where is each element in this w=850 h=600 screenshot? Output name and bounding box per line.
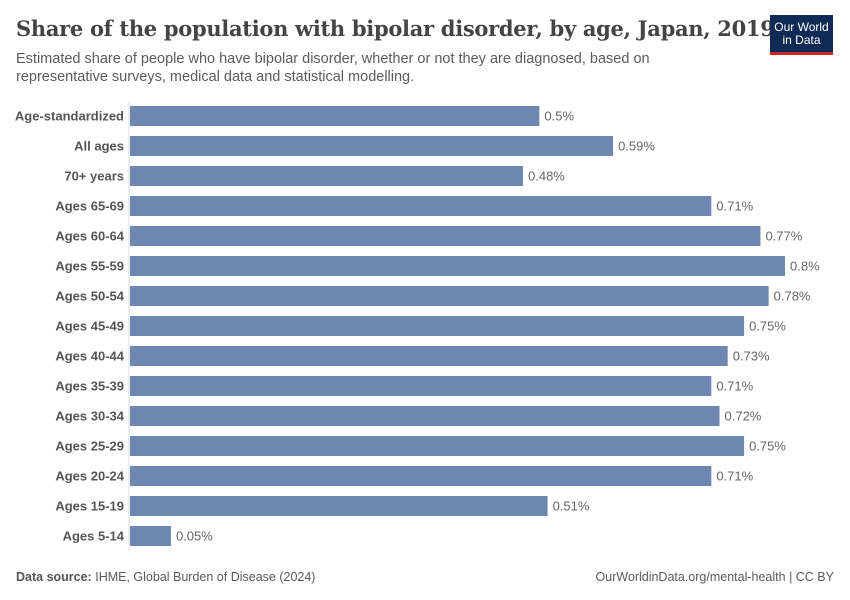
value-label: 0.59% — [618, 139, 655, 154]
category-label: Ages 65-69 — [55, 199, 124, 214]
value-label: 0.48% — [528, 169, 565, 184]
value-label: 0.5% — [544, 109, 574, 124]
value-label: 0.51% — [553, 499, 590, 514]
category-label: Ages 50-54 — [55, 289, 124, 304]
bar[interactable] — [130, 166, 523, 186]
category-label: Ages 30-34 — [55, 409, 124, 424]
bar[interactable] — [130, 136, 614, 156]
data-source: Data source: IHME, Global Burden of Dise… — [16, 570, 315, 584]
category-label: Age-standardized — [15, 109, 124, 124]
category-label: Ages 60-64 — [55, 229, 124, 244]
category-label: Ages 45-49 — [55, 319, 124, 334]
value-label: 0.71% — [716, 379, 753, 394]
category-label: 70+ years — [64, 169, 124, 184]
category-label: Ages 5-14 — [63, 529, 125, 544]
bar[interactable] — [130, 106, 540, 126]
value-label: 0.71% — [716, 469, 753, 484]
bar[interactable] — [130, 226, 761, 246]
value-label: 0.71% — [716, 199, 753, 214]
bar[interactable] — [130, 316, 745, 336]
footer-url[interactable]: OurWorldinData.org/mental-health | CC BY — [595, 570, 834, 584]
category-label: Ages 15-19 — [55, 499, 124, 514]
value-label: 0.8% — [790, 259, 820, 274]
category-label: All ages — [74, 139, 124, 154]
bar[interactable] — [130, 286, 769, 306]
logo-line-1: Our World — [774, 19, 829, 34]
bar[interactable] — [130, 406, 720, 426]
value-label: 0.75% — [749, 439, 786, 454]
chart-title: Share of the population with bipolar dis… — [16, 16, 775, 41]
value-label: 0.78% — [774, 289, 811, 304]
bar[interactable] — [130, 466, 712, 486]
value-label: 0.72% — [725, 409, 762, 424]
category-label: Ages 35-39 — [55, 379, 124, 394]
value-label: 0.73% — [733, 349, 770, 364]
bar[interactable] — [130, 196, 712, 216]
value-label: 0.77% — [765, 229, 802, 244]
category-label: Ages 55-59 — [55, 259, 124, 274]
bar[interactable] — [130, 256, 785, 276]
bar[interactable] — [130, 376, 712, 396]
category-label: Ages 40-44 — [55, 349, 124, 364]
logo-line-2: in Data — [782, 32, 821, 47]
source-label: Data source: — [16, 570, 92, 584]
bar[interactable] — [130, 346, 728, 366]
bar[interactable] — [130, 526, 171, 546]
bar[interactable] — [130, 496, 548, 516]
value-label: 0.75% — [749, 319, 786, 334]
value-label: 0.05% — [176, 529, 213, 544]
category-label: Ages 25-29 — [55, 439, 124, 454]
category-label: Ages 20-24 — [55, 469, 124, 484]
owid-logo[interactable]: Our World in Data — [770, 15, 833, 55]
source-text[interactable]: IHME, Global Burden of Disease (2024) — [95, 570, 316, 584]
bar[interactable] — [130, 436, 745, 456]
chart-subtitle: Estimated share of people who have bipol… — [16, 51, 650, 85]
